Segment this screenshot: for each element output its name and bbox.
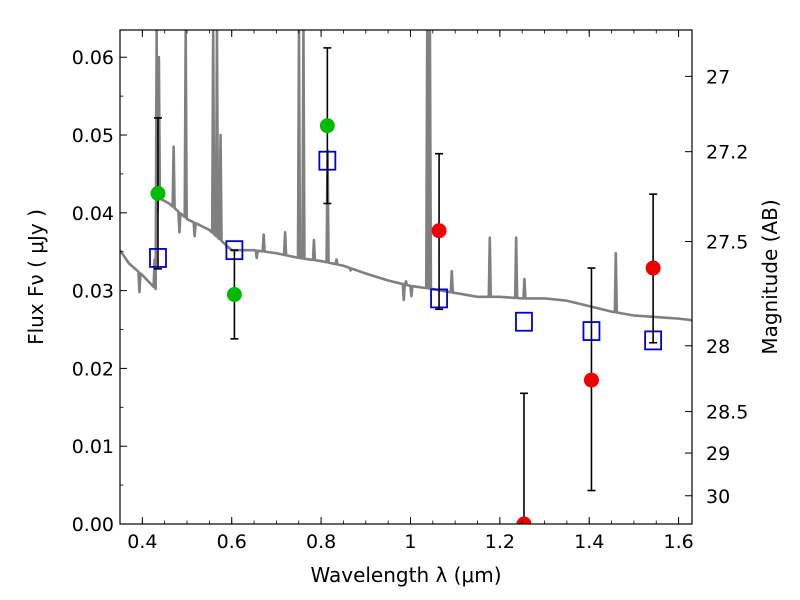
green-data-point xyxy=(150,185,166,201)
x-tick-label: 0.8 xyxy=(306,531,336,553)
model-photometry-square xyxy=(515,311,533,332)
y2-tick-label: 28 xyxy=(706,336,730,358)
y-tick-label: 0.06 xyxy=(72,47,114,69)
green-data-point xyxy=(226,287,242,303)
y2-tick-label: 27.2 xyxy=(706,142,748,164)
red-data-point xyxy=(516,516,532,524)
y-tick-label: 0.05 xyxy=(72,125,114,147)
y-tick-label: 0.03 xyxy=(72,281,114,303)
red-data-point xyxy=(431,223,447,239)
plot-area xyxy=(120,30,692,524)
x-tick-label: 1.2 xyxy=(485,531,515,553)
axes: 0.4 0.6 0.8 1 1.2 1.4 1.6 0.00 0.01 0.02 0.03 0.04 0… xyxy=(72,30,748,553)
x-tick-label: 0.6 xyxy=(217,531,247,553)
y2-tick-label: 29 xyxy=(706,443,730,465)
y2-tick-label: 28.5 xyxy=(706,402,748,424)
x-tick-label: 1.6 xyxy=(663,531,693,553)
model-spectrum-line xyxy=(120,30,692,322)
y2-axis-label: Magnitude (AB) xyxy=(758,199,782,354)
y2-tick-label: 30 xyxy=(706,486,730,508)
x-axis-label: Wavelength λ (μm) xyxy=(310,563,501,587)
red-data-point xyxy=(645,260,661,276)
green-data-point xyxy=(319,118,335,134)
y-tick-label: 0.02 xyxy=(72,358,114,380)
y-tick-label: 0.00 xyxy=(72,514,114,536)
red-data-point xyxy=(583,372,599,388)
y2-tick-label: 27.5 xyxy=(706,232,748,254)
y-axis-label: Flux Fν ( μJy ) xyxy=(24,209,48,345)
y-tick-label: 0.01 xyxy=(72,436,114,458)
x-tick-label: 1 xyxy=(404,531,416,553)
x-tick-label: 0.4 xyxy=(127,531,157,553)
y-tick-label: 0.04 xyxy=(72,203,114,225)
x-tick-label: 1.4 xyxy=(574,531,604,553)
plot-frame xyxy=(119,29,693,525)
y2-tick-label: 27 xyxy=(706,66,730,88)
